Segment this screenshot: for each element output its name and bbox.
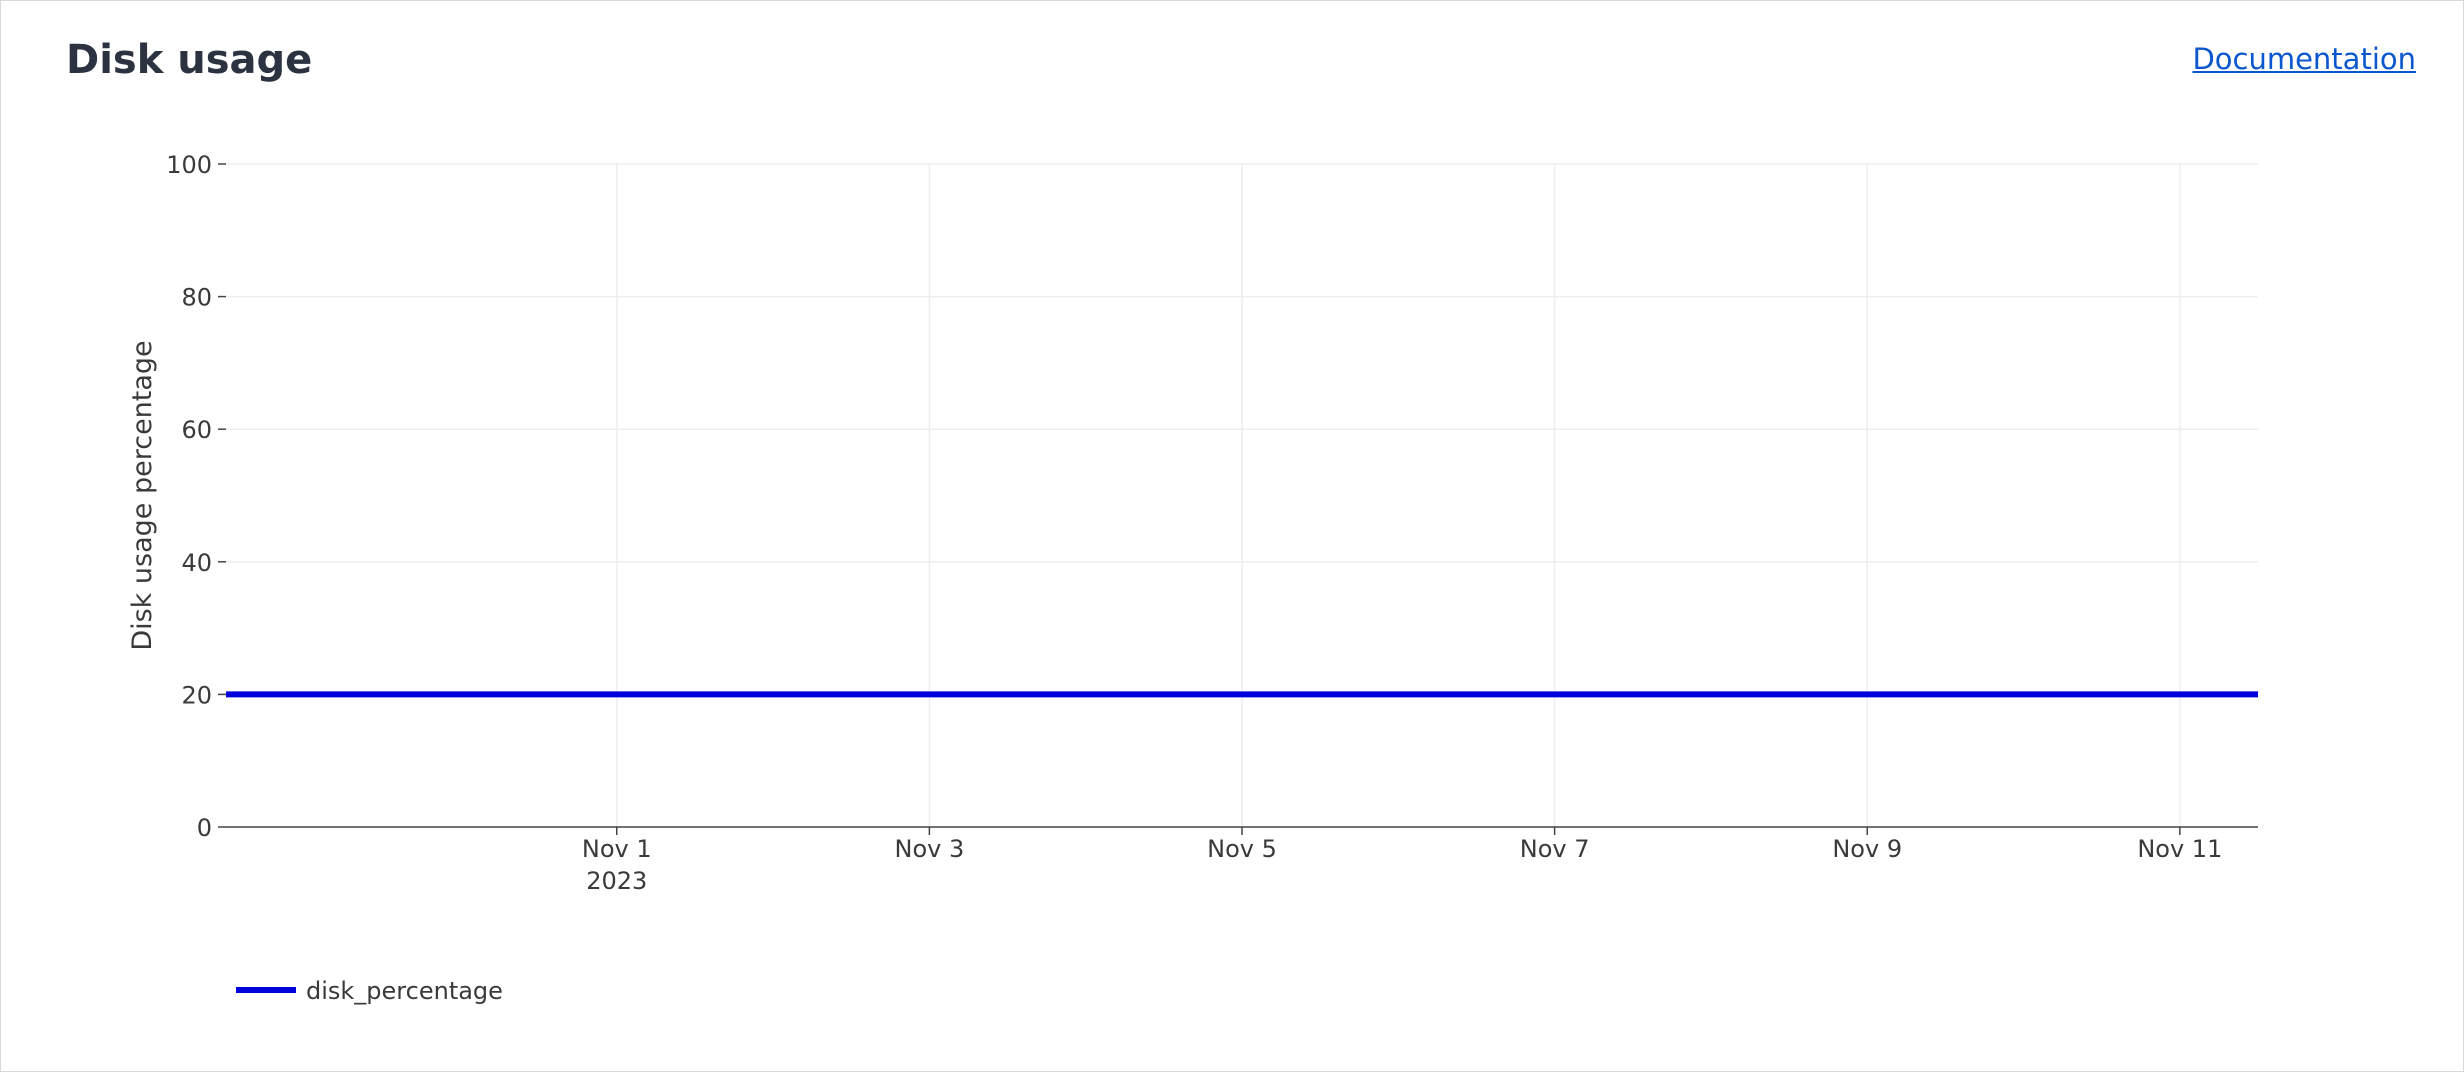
documentation-link[interactable]: Documentation	[2192, 42, 2416, 76]
x-tick-label: Nov 1	[582, 835, 652, 863]
y-tick-label: 20	[181, 681, 212, 709]
x-tick-label: Nov 11	[2137, 835, 2222, 863]
legend-label: disk_percentage	[306, 977, 503, 1005]
x-tick-label: Nov 7	[1520, 835, 1590, 863]
x-tick-label: Nov 3	[895, 835, 965, 863]
legend-item-disk_percentage[interactable]: disk_percentage	[236, 977, 503, 1005]
card-title: Disk usage	[66, 37, 313, 83]
y-tick-label: 100	[166, 151, 212, 179]
x-tick-label: Nov 9	[1832, 835, 1902, 863]
y-tick-label: 60	[181, 416, 212, 444]
legend[interactable]: disk_percentage	[236, 977, 503, 1005]
y-tick-label: 80	[181, 284, 212, 312]
grid-lines	[226, 163, 2258, 827]
axes: 0 20 40 60 80 100 Nov 1 2023 Nov 3 Nov 5 Nov 7 Nov …	[127, 151, 2258, 895]
x-tick-label: Nov 5	[1207, 835, 1277, 863]
x-tick-sublabel: 2023	[586, 867, 647, 895]
y-tick-label: 40	[181, 549, 212, 577]
y-tick-label: 0	[197, 814, 212, 842]
y-axis-label: Disk usage percentage	[127, 340, 158, 650]
